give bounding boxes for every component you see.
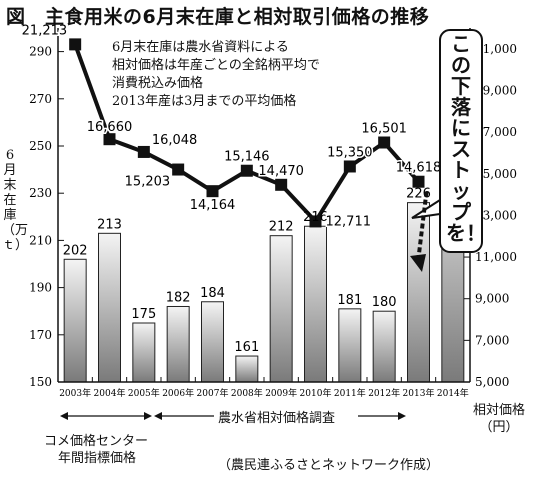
range-right-arrowhead-start (154, 412, 162, 420)
bar-value-label: 216 (303, 210, 328, 225)
price-value-label: 16,048 (152, 133, 198, 148)
bar-value-label: 161 (234, 340, 259, 355)
bar-value-label: 181 (337, 293, 362, 308)
annotations (60, 29, 483, 420)
note-line-3: 消費税込み価格 (112, 76, 204, 91)
x-tick-label: 2009年 (265, 387, 297, 399)
bar-value-label: 213 (97, 217, 122, 232)
right-tick-label: 13,000 (475, 208, 517, 222)
note-line-1: 6月末在庫は農水省資料による (112, 40, 289, 55)
price-value-label: 14,164 (190, 198, 236, 213)
price-point-8 (343, 160, 356, 173)
range-label-left-line1: コメ価格センター (44, 434, 149, 449)
left-tick-label: 270 (29, 92, 52, 106)
callout-box (439, 29, 483, 253)
range-left-arrowhead-start (60, 412, 68, 420)
price-value-label: 12,711 (326, 214, 372, 229)
price-value-label: 15,146 (224, 150, 270, 165)
price-value-label: 15,203 (125, 175, 171, 190)
trend-arrow-shaft (416, 191, 429, 263)
axes: 150 170 190 210 230 250 270 290 5,000 7,000 9,000 1… (29, 28, 517, 399)
callout-text: この下落にストップを！ (446, 32, 486, 245)
page-title: 図 主食用米の6月末在庫と相対取引価格の推移 (6, 6, 430, 28)
x-tick-label: 2008年 (231, 387, 263, 399)
x-tick-label: 2010年 (300, 387, 332, 399)
price-value-label: 14,470 (258, 164, 304, 179)
price-point-10 (412, 175, 425, 188)
x-tick-label: 2006年 (162, 387, 194, 399)
note-line-2: 相対価格は年産ごとの全銘柄平均で (112, 58, 320, 73)
left-tick-label: 190 (29, 281, 52, 295)
price-line-series (69, 38, 425, 228)
left-tick-label: 170 (29, 328, 52, 342)
bar-2 (132, 322, 156, 383)
bar-value-label: 202 (63, 243, 88, 258)
bar-7 (304, 225, 327, 383)
left-tick-label: 150 (29, 375, 52, 389)
x-tick-label: 2004年 (94, 387, 126, 399)
note-line-4: 2013年産は3月までの平均価格 (112, 94, 297, 109)
price-point-1 (103, 133, 116, 146)
x-tick-label: 2005年 (128, 387, 160, 399)
bar-3 (166, 305, 190, 383)
range-label-right: 農水省相対価格調査 (218, 411, 336, 426)
right-tick-label: 21,000 (475, 42, 517, 56)
x-tick-label: 2003年 (59, 387, 91, 399)
x-tick-label: 2011年 (334, 387, 366, 399)
price-point-9 (378, 136, 391, 149)
bar-0 (63, 258, 87, 383)
left-tick-label: 210 (29, 233, 52, 247)
price-point-3 (172, 163, 185, 176)
price-point-2 (137, 145, 150, 158)
bar-value-label: 212 (269, 220, 294, 235)
price-value-label: 15,350 (327, 145, 373, 160)
right-axis-title: 相対価格 （円） (467, 402, 531, 436)
price-point-6 (275, 178, 288, 191)
price-point-4 (206, 185, 219, 198)
right-tick-label: 17,000 (475, 125, 517, 139)
left-tick-label: 250 (29, 139, 52, 153)
bar-5 (235, 355, 259, 383)
bar-10 (407, 202, 430, 383)
left-tick-label: 230 (29, 186, 52, 200)
x-tick-label: 2007年 (197, 387, 229, 399)
price-point-5 (240, 164, 253, 177)
price-value-label: 14,618 (396, 161, 442, 176)
right-axis-title-line2: （円） (479, 420, 519, 435)
left-axis-title: 6月末在庫（万ｔ） (2, 148, 29, 253)
bar-value-label: 180 (372, 295, 397, 310)
right-tick-label: 19,000 (475, 83, 517, 97)
price-value-label: 16,660 (87, 120, 133, 135)
bar-9 (372, 310, 396, 383)
price-point-0 (69, 38, 82, 51)
bar-1 (98, 232, 121, 383)
bar-4 (201, 301, 224, 383)
range-left-arrowhead-end (144, 412, 152, 420)
bar-6 (269, 235, 293, 383)
bar-value-label: 184 (200, 286, 225, 301)
right-tick-label: 9,000 (475, 292, 509, 306)
bar-value-label: 182 (166, 290, 191, 305)
right-tick-label: 5,000 (475, 375, 509, 389)
data-labels: 20221317518218416121221618118022625521,2… (20, 22, 465, 355)
range-label-left-line2: 年間指標価格 (58, 451, 137, 466)
price-value-label: 21,213 (22, 23, 68, 38)
credit: （農民連ふるさとネットワーク作成） (218, 458, 440, 473)
x-tick-label: 2013年 (403, 387, 435, 399)
price-point-7 (309, 215, 322, 228)
right-tick-label: 11,000 (475, 250, 517, 264)
right-axis-title-line1: 相対価格 (472, 403, 525, 418)
bar-8 (338, 308, 362, 383)
trend-arrow-head (410, 254, 426, 272)
left-tick-label: 290 (29, 45, 52, 59)
price-value-label: 16,501 (361, 122, 407, 137)
x-tick-label: 2012年 (368, 387, 400, 399)
right-tick-label: 7,000 (475, 333, 509, 347)
x-tick-label: 2014年 (437, 387, 469, 399)
bar-value-label: 226 (406, 187, 431, 202)
right-tick-label: 15,000 (475, 167, 517, 181)
range-right-arrowhead-end (398, 412, 406, 420)
bar-value-label: 175 (131, 307, 156, 322)
